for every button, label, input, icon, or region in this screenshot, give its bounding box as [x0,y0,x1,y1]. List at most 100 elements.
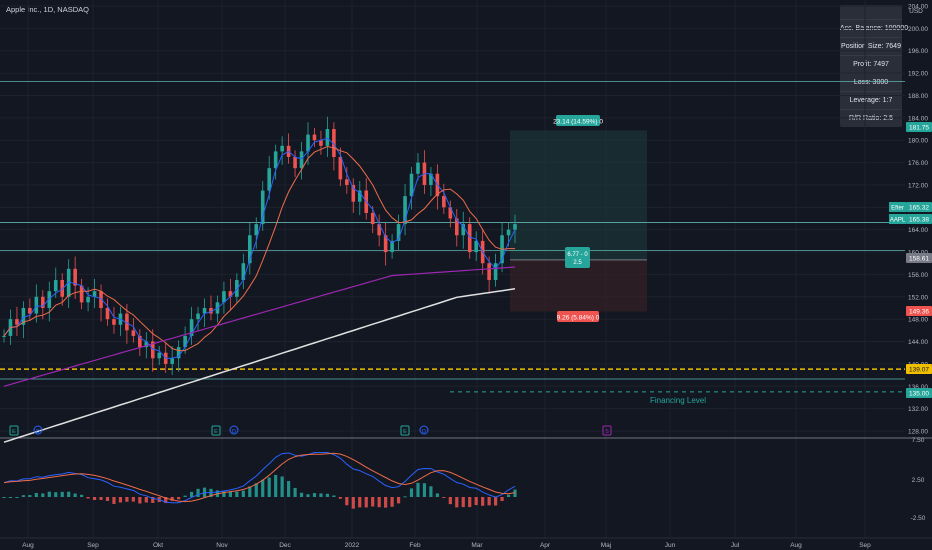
event-marker-text: D [232,429,236,435]
event-marker-text: E [12,429,16,435]
dividend-marker [419,425,429,435]
macd-histogram-bar [47,491,51,497]
candle-body [493,263,498,281]
candle-body [454,218,459,236]
candle-body [396,224,401,241]
time-axis: Aug Sep Okt Nov Dec 2022 Feb Mar Apr Maj Jun Jul Aug… [0,537,932,549]
candle-body [176,347,181,359]
candle-body [157,352,162,359]
price-tick-label: 164.00 [908,227,928,234]
macd-histogram-bar [41,493,45,497]
event-marker-text: E [214,429,218,435]
candle-body [241,263,246,281]
macd-histogram-bar [228,491,232,497]
candle-body [66,268,71,297]
candle-body [299,151,304,169]
candle-body [150,341,155,359]
macd-histogram-bar [21,495,26,497]
price-label-text: 139.07 [909,367,929,374]
candle-body [487,263,491,281]
series-tag-text: AAPL [890,218,906,224]
macd-histogram-bar [34,492,38,497]
macd-histogram-bar [67,491,71,497]
price-label-text: 149.36 [909,309,929,316]
mid-label-bg [565,247,590,268]
candle-body [345,179,349,185]
series-tag-text: Efter [891,206,904,212]
macd-histogram-bar [338,497,342,499]
candle-body [112,319,116,325]
candle-body [319,140,323,146]
price-label-text: 135.00 [909,391,929,398]
earnings-marker [400,425,410,436]
macd-histogram-bar [241,490,245,497]
time-tick-label: Sep [859,542,871,549]
candle-body [105,307,110,320]
financing-level-label: Financing Level [650,396,706,405]
candle-body [306,134,310,152]
macd-histogram-bar [500,497,504,502]
candle-body [332,129,336,157]
ema-fast-line [3,137,516,359]
candle-body [125,313,129,331]
price-tick-label: 180.00 [908,138,928,145]
candle-body [86,296,90,303]
dividend-marker [33,425,43,435]
macd-histogram-bar [493,497,498,506]
candle-body [474,240,478,253]
earnings-marker [211,425,221,436]
macd-histogram-bar [371,497,375,507]
macd-histogram-bar [73,493,77,497]
macd-histogram-bar [513,489,517,497]
time-tick-label: 2022 [345,542,360,549]
macd-histogram-bar [189,491,194,497]
candle-body [506,229,511,236]
macd-histogram-bar [177,497,181,500]
macd-histogram-bar [60,491,64,497]
price-label-text: 165.32 [909,205,929,212]
macd-histogram-bar [254,483,258,497]
loss-zone [510,259,647,312]
candle-body [222,291,226,303]
earnings-marker [9,425,19,436]
macd-histogram-bar [118,497,123,503]
candle-body [442,196,446,208]
macd-histogram-bar [461,497,465,508]
candle-body [209,307,213,314]
macd-histogram-bar [248,486,252,497]
position-info-panel[interactable]: Acc. Balance: 100000 Position Size: 7649… [840,5,908,127]
time-tick-label: Okt [153,542,163,549]
price-label-text: 181.75 [909,125,929,132]
macd-histogram-bar [506,494,511,497]
time-tick-label: Dec [279,542,291,549]
macd-histogram-bar [448,497,452,505]
macd-histogram-bar [429,486,433,497]
chart-grid [0,0,905,538]
candle-body [383,235,388,253]
panel-row-position-size: Position Size: 7649 [840,37,902,55]
panel-row-leverage: Leverage: 1:7 [840,91,902,109]
macd-histogram-bar [15,497,19,498]
candle-body [416,162,420,174]
profit-zone [510,130,647,260]
candle-body [138,335,142,348]
macd-histogram-bar [312,493,317,497]
candle-body [467,224,472,253]
stop-label-bg [557,311,599,322]
candle-body [267,168,272,191]
macd-signal-line [3,452,516,503]
candle-body [183,335,187,348]
ema-slow-line [3,145,515,352]
candle-body [144,341,149,348]
price-tick-label: 144.00 [908,339,928,346]
macd-histogram-bar [435,493,439,497]
macd-histogram-bar [358,497,362,508]
price-tick-label: 136.00 [908,384,928,391]
macd-histogram-bar [377,497,381,508]
macd-histogram-bar [196,488,200,497]
macd-histogram-bar [384,497,388,508]
candle-body [202,307,207,314]
macd-pane [0,437,932,509]
panel-row-profit: Profit: 7497 [840,55,902,73]
